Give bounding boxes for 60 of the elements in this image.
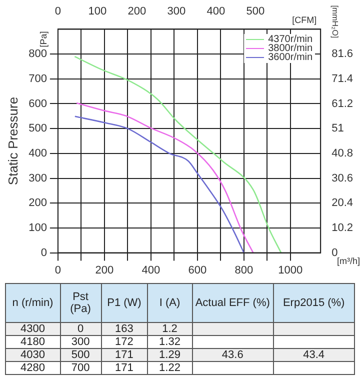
x-tick-label: 200 (95, 264, 114, 276)
y-tick-label: 0 (40, 246, 47, 259)
y2-tick-label: 10.2 (332, 222, 354, 234)
legend-label: 3600r/min (267, 52, 313, 64)
y-tick-label: 200 (28, 197, 47, 210)
y2-tick-label: 61.2 (332, 98, 354, 110)
x2-tick-label: 100 (88, 6, 107, 18)
text: 172 (115, 336, 134, 348)
x-tick-label: 0 (54, 264, 62, 276)
text: 171 (115, 362, 134, 374)
y-tick-label: 800 (28, 48, 47, 60)
text: 700 (71, 362, 90, 374)
x-axis-title: [m³/h] (336, 256, 360, 266)
y2-tick-label: 71.4 (332, 72, 354, 85)
y2-tick-label: 51 (332, 122, 344, 135)
x2-tick-label: 500 (246, 6, 265, 18)
y-tick-label: 400 (28, 147, 47, 160)
text: 163 (115, 323, 134, 335)
x2-tick-label: 0 (54, 6, 62, 18)
category-label: Erp2015 (%) (273, 284, 354, 322)
text: 171 (115, 349, 134, 361)
y2-tick-label: 81.6 (332, 48, 354, 60)
text: 4180 (20, 336, 45, 348)
category-label: n (r/min) (6, 284, 60, 322)
category-label: I (A) (147, 284, 192, 322)
category-label: Pst (Pa) (60, 284, 102, 322)
y2-tick-label: 20.4 (332, 197, 354, 210)
y-tick-label: 600 (28, 98, 47, 110)
y2-tick-label: 0 (332, 246, 338, 259)
text: 4030 (20, 349, 45, 361)
text: 43.6 (222, 349, 244, 361)
text: 43.4 (303, 349, 325, 361)
x-tick-label: 600 (188, 264, 207, 276)
category-label: P1 (W) (101, 284, 148, 322)
x-tick-label: 1000 (278, 264, 303, 276)
y-axis-title: Static Pressure (5, 96, 20, 186)
x2-tick-label: 200 (128, 6, 146, 18)
x-tick-label: 400 (142, 264, 160, 276)
y-tick-label: 300 (28, 172, 47, 184)
text: 0 (77, 323, 84, 335)
text: 1.29 (159, 349, 180, 361)
y-tick-label: 700 (28, 72, 47, 85)
x2-tick-label: 300 (167, 6, 186, 18)
x-tick-label: 800 (234, 264, 254, 276)
y2-tick-label: 30.6 (332, 172, 354, 184)
text: 4280 (20, 362, 45, 374)
y2-tick-label: 40.8 (332, 147, 354, 160)
x2-tick-label: 400 (206, 6, 226, 18)
x2-axis-title: [CFM] (292, 15, 317, 26)
text: 1.32 (159, 336, 180, 348)
text: 500 (71, 349, 90, 361)
text: 4300 (20, 323, 45, 335)
y-tick-label: 500 (28, 122, 47, 135)
text: [Pa] (38, 31, 48, 48)
text: 1.22 (159, 362, 180, 374)
text: 1.2 (162, 323, 178, 335)
y-tick-label: 100 (28, 222, 47, 234)
y2-axis-title: [mmH₂O] (330, 5, 340, 38)
category-label: Actual EFF (%) (192, 284, 274, 322)
text: 300 (71, 336, 90, 348)
